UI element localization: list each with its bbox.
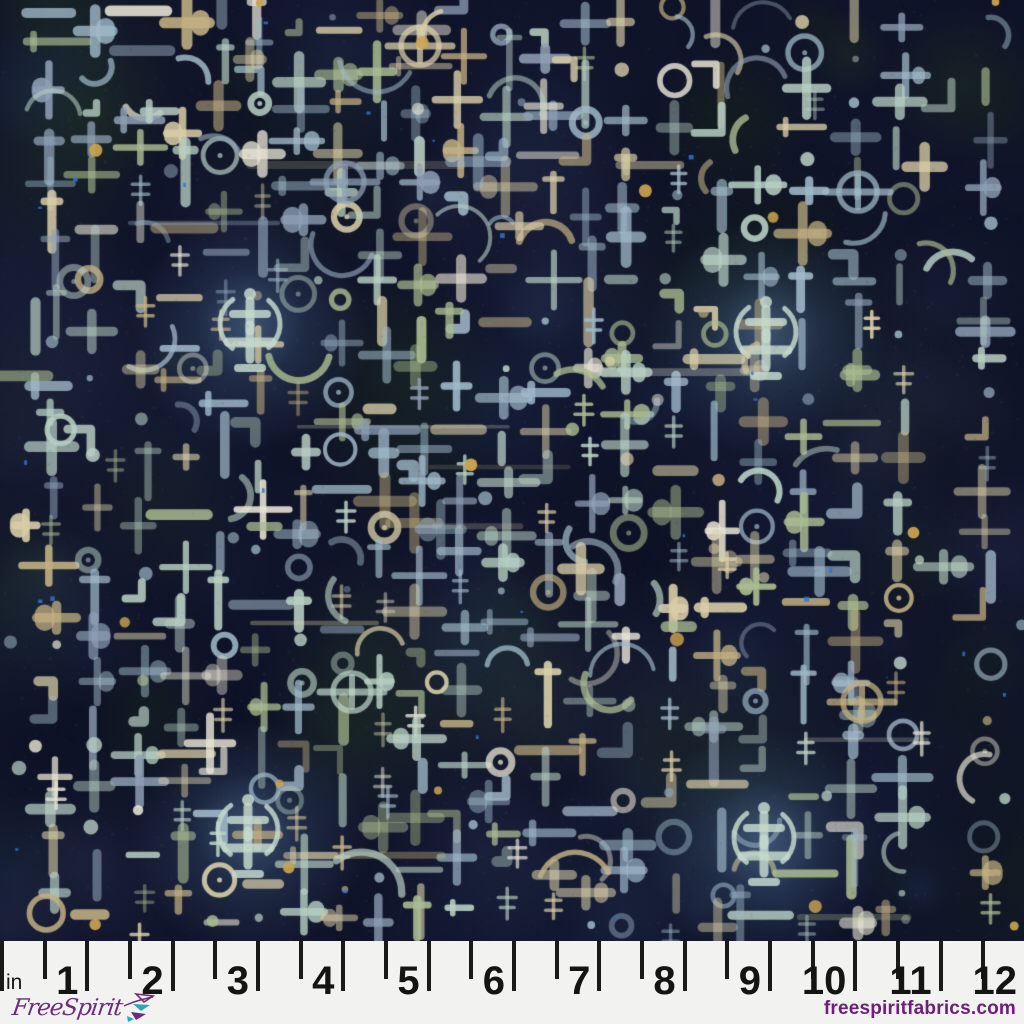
ruler-half-inch-tick bbox=[639, 941, 644, 979]
ruler-half-inch-tick bbox=[469, 941, 474, 979]
freespirit-logo-text: FreeSpirit bbox=[10, 994, 124, 1021]
ruler-number-4: 4 bbox=[312, 959, 335, 1003]
ruler-inch-tick bbox=[597, 941, 602, 991]
ruler-number-1: 1 bbox=[56, 959, 79, 1003]
ruler-half-inch-tick bbox=[383, 941, 388, 979]
ruler-inch-tick bbox=[0, 941, 4, 991]
ruler-inch-tick bbox=[938, 941, 943, 991]
ruler-half-inch-tick bbox=[42, 941, 47, 979]
ruler-inch-tick bbox=[426, 941, 431, 991]
ruler-half-inch-tick bbox=[810, 941, 815, 979]
fabric-swatch-pattern bbox=[0, 0, 1024, 941]
inch-ruler: in 1 2 3 4 5 6 7 8 9 10 11 12 FreeSpirit freespirit… bbox=[0, 941, 1024, 1024]
ruler-inch-tick bbox=[682, 941, 687, 991]
ruler-number-8: 8 bbox=[653, 959, 676, 1003]
ruler-half-inch-tick bbox=[298, 941, 303, 979]
ruler-number-3: 3 bbox=[226, 959, 249, 1003]
ruler-number-10: 10 bbox=[801, 959, 847, 1003]
ruler-number-12: 12 bbox=[972, 959, 1018, 1003]
ruler-inch-tick bbox=[853, 941, 858, 991]
website-url: freespiritfabrics.com bbox=[823, 998, 1016, 1019]
ruler-inch-tick bbox=[341, 941, 346, 991]
ruler-inch-tick bbox=[85, 941, 90, 991]
ruler-half-inch-tick bbox=[213, 941, 218, 979]
ruler-number-5: 5 bbox=[397, 959, 420, 1003]
ruler-number-11: 11 bbox=[889, 959, 932, 1003]
ruler-inch-tick bbox=[767, 941, 772, 991]
ruler-half-inch-tick bbox=[554, 941, 559, 979]
freespirit-kite-icon bbox=[123, 992, 155, 1022]
ruler-number-2: 2 bbox=[141, 959, 164, 1003]
ruler-number-9: 9 bbox=[738, 959, 761, 1003]
ruler-inch-tick bbox=[511, 941, 516, 991]
ruler-inch-tick bbox=[255, 941, 260, 991]
ruler-number-6: 6 bbox=[482, 959, 505, 1003]
freespirit-logo: FreeSpirit bbox=[10, 992, 155, 1024]
ruler-inch-tick bbox=[170, 941, 175, 991]
ruler-unit-label: in bbox=[6, 971, 23, 994]
ruler-number-7: 7 bbox=[568, 959, 591, 1003]
ruler-half-inch-tick bbox=[127, 941, 132, 979]
ruler-half-inch-tick bbox=[895, 941, 900, 979]
ruler-half-inch-tick bbox=[725, 941, 730, 979]
ruler-half-inch-tick bbox=[981, 941, 986, 979]
